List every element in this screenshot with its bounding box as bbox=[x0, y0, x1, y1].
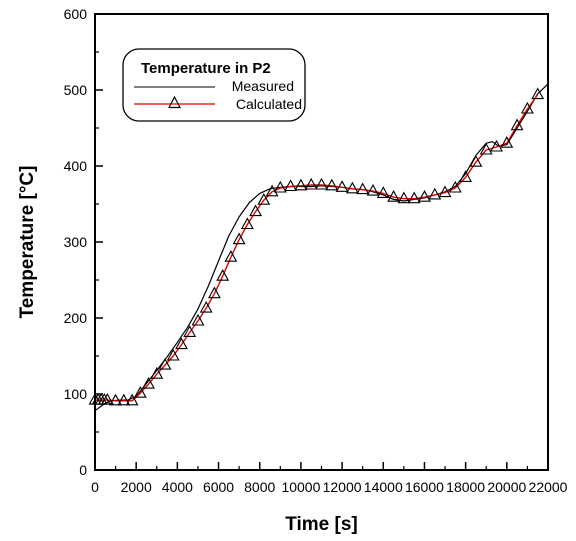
series-line-measured bbox=[94, 83, 549, 412]
data-point-calculated bbox=[257, 193, 271, 205]
data-point-calculated bbox=[142, 376, 155, 389]
data-point-calculated bbox=[366, 183, 380, 196]
data-point-calculated bbox=[438, 185, 452, 198]
data-point-calculated bbox=[249, 204, 263, 217]
data-point-calculated bbox=[175, 337, 188, 350]
x-tick-label: 14000 bbox=[364, 479, 403, 495]
data-point-calculated bbox=[345, 181, 359, 194]
x-tick-label: 18000 bbox=[446, 479, 485, 495]
x-tick-label: 22000 bbox=[529, 479, 568, 495]
data-point-calculated bbox=[490, 139, 503, 152]
data-point-calculated bbox=[531, 87, 545, 100]
y-tick-label: 500 bbox=[64, 82, 88, 98]
data-point-calculated bbox=[448, 180, 462, 193]
legend-marker-calculated bbox=[168, 95, 181, 109]
data-point-calculated bbox=[183, 325, 197, 337]
y-tick-label: 600 bbox=[64, 6, 88, 22]
data-point-calculated bbox=[224, 250, 238, 262]
series-line-calculated bbox=[95, 94, 539, 402]
y-tick-label: 100 bbox=[64, 386, 88, 402]
legend-title: Temperature in P2 bbox=[141, 60, 271, 77]
data-point-calculated bbox=[356, 182, 370, 195]
data-point-calculated bbox=[510, 118, 524, 131]
legend-box bbox=[122, 48, 306, 122]
y-tick-label: 0 bbox=[79, 462, 87, 478]
data-point-calculated bbox=[335, 180, 349, 192]
data-point-calculated bbox=[232, 232, 246, 245]
data-point-calculated bbox=[459, 170, 473, 182]
data-point-calculated bbox=[479, 142, 493, 155]
y-axis-title: Temperature [°C] bbox=[17, 166, 38, 319]
data-point-calculated bbox=[387, 190, 401, 202]
x-tick-label: 0 bbox=[91, 479, 99, 495]
data-point-calculated bbox=[150, 367, 164, 379]
data-point-calculated bbox=[304, 177, 318, 190]
x-tick-label: 4000 bbox=[162, 479, 193, 495]
data-point-calculated bbox=[315, 177, 328, 190]
data-point-calculated bbox=[109, 393, 123, 406]
x-tick-label: 12000 bbox=[323, 479, 362, 495]
data-point-calculated bbox=[166, 348, 180, 361]
data-point-calculated bbox=[500, 136, 514, 148]
data-point-calculated bbox=[240, 217, 254, 230]
data-point-calculated bbox=[428, 187, 442, 200]
data-point-calculated bbox=[397, 191, 411, 204]
x-axis-title: Time [s] bbox=[285, 514, 358, 535]
data-point-calculated bbox=[191, 313, 205, 326]
series-layer bbox=[88, 83, 549, 412]
data-point-calculated bbox=[418, 190, 431, 202]
data-point-calculated bbox=[294, 178, 308, 191]
data-point-calculated bbox=[158, 357, 172, 370]
x-tick-label: 10000 bbox=[281, 479, 320, 495]
data-point-calculated bbox=[407, 191, 421, 204]
x-tick-label: 2000 bbox=[121, 479, 152, 495]
legend-label-measured: Measured bbox=[232, 78, 294, 94]
y-tick-label: 400 bbox=[64, 158, 88, 174]
x-tick-label: 20000 bbox=[487, 479, 526, 495]
y-tick-label: 200 bbox=[64, 310, 88, 326]
data-point-calculated bbox=[376, 186, 390, 198]
y-tick-label: 300 bbox=[64, 234, 88, 250]
x-tick-label: 6000 bbox=[203, 479, 234, 495]
data-point-calculated bbox=[469, 155, 483, 167]
data-point-calculated bbox=[100, 392, 114, 405]
data-point-calculated bbox=[284, 179, 298, 192]
data-point-calculated bbox=[273, 180, 287, 193]
ticks-layer: 0 2000 4000 6000 8000 10000 12000 14000 16000 180… bbox=[64, 6, 568, 495]
data-point-calculated bbox=[133, 386, 147, 398]
x-tick-label: 16000 bbox=[405, 479, 444, 495]
data-point-calculated bbox=[216, 269, 230, 281]
data-point-calculated bbox=[199, 300, 213, 313]
data-point-calculated bbox=[325, 178, 339, 191]
data-point-calculated bbox=[117, 393, 131, 406]
legend: Temperature in P2 Measured Calculated bbox=[122, 48, 306, 122]
data-point-calculated bbox=[207, 286, 221, 299]
data-point-calculated bbox=[125, 393, 139, 406]
data-point-calculated bbox=[520, 101, 534, 114]
x-tick-label: 8000 bbox=[244, 479, 275, 495]
legend-label-calculated: Calculated bbox=[236, 96, 302, 112]
